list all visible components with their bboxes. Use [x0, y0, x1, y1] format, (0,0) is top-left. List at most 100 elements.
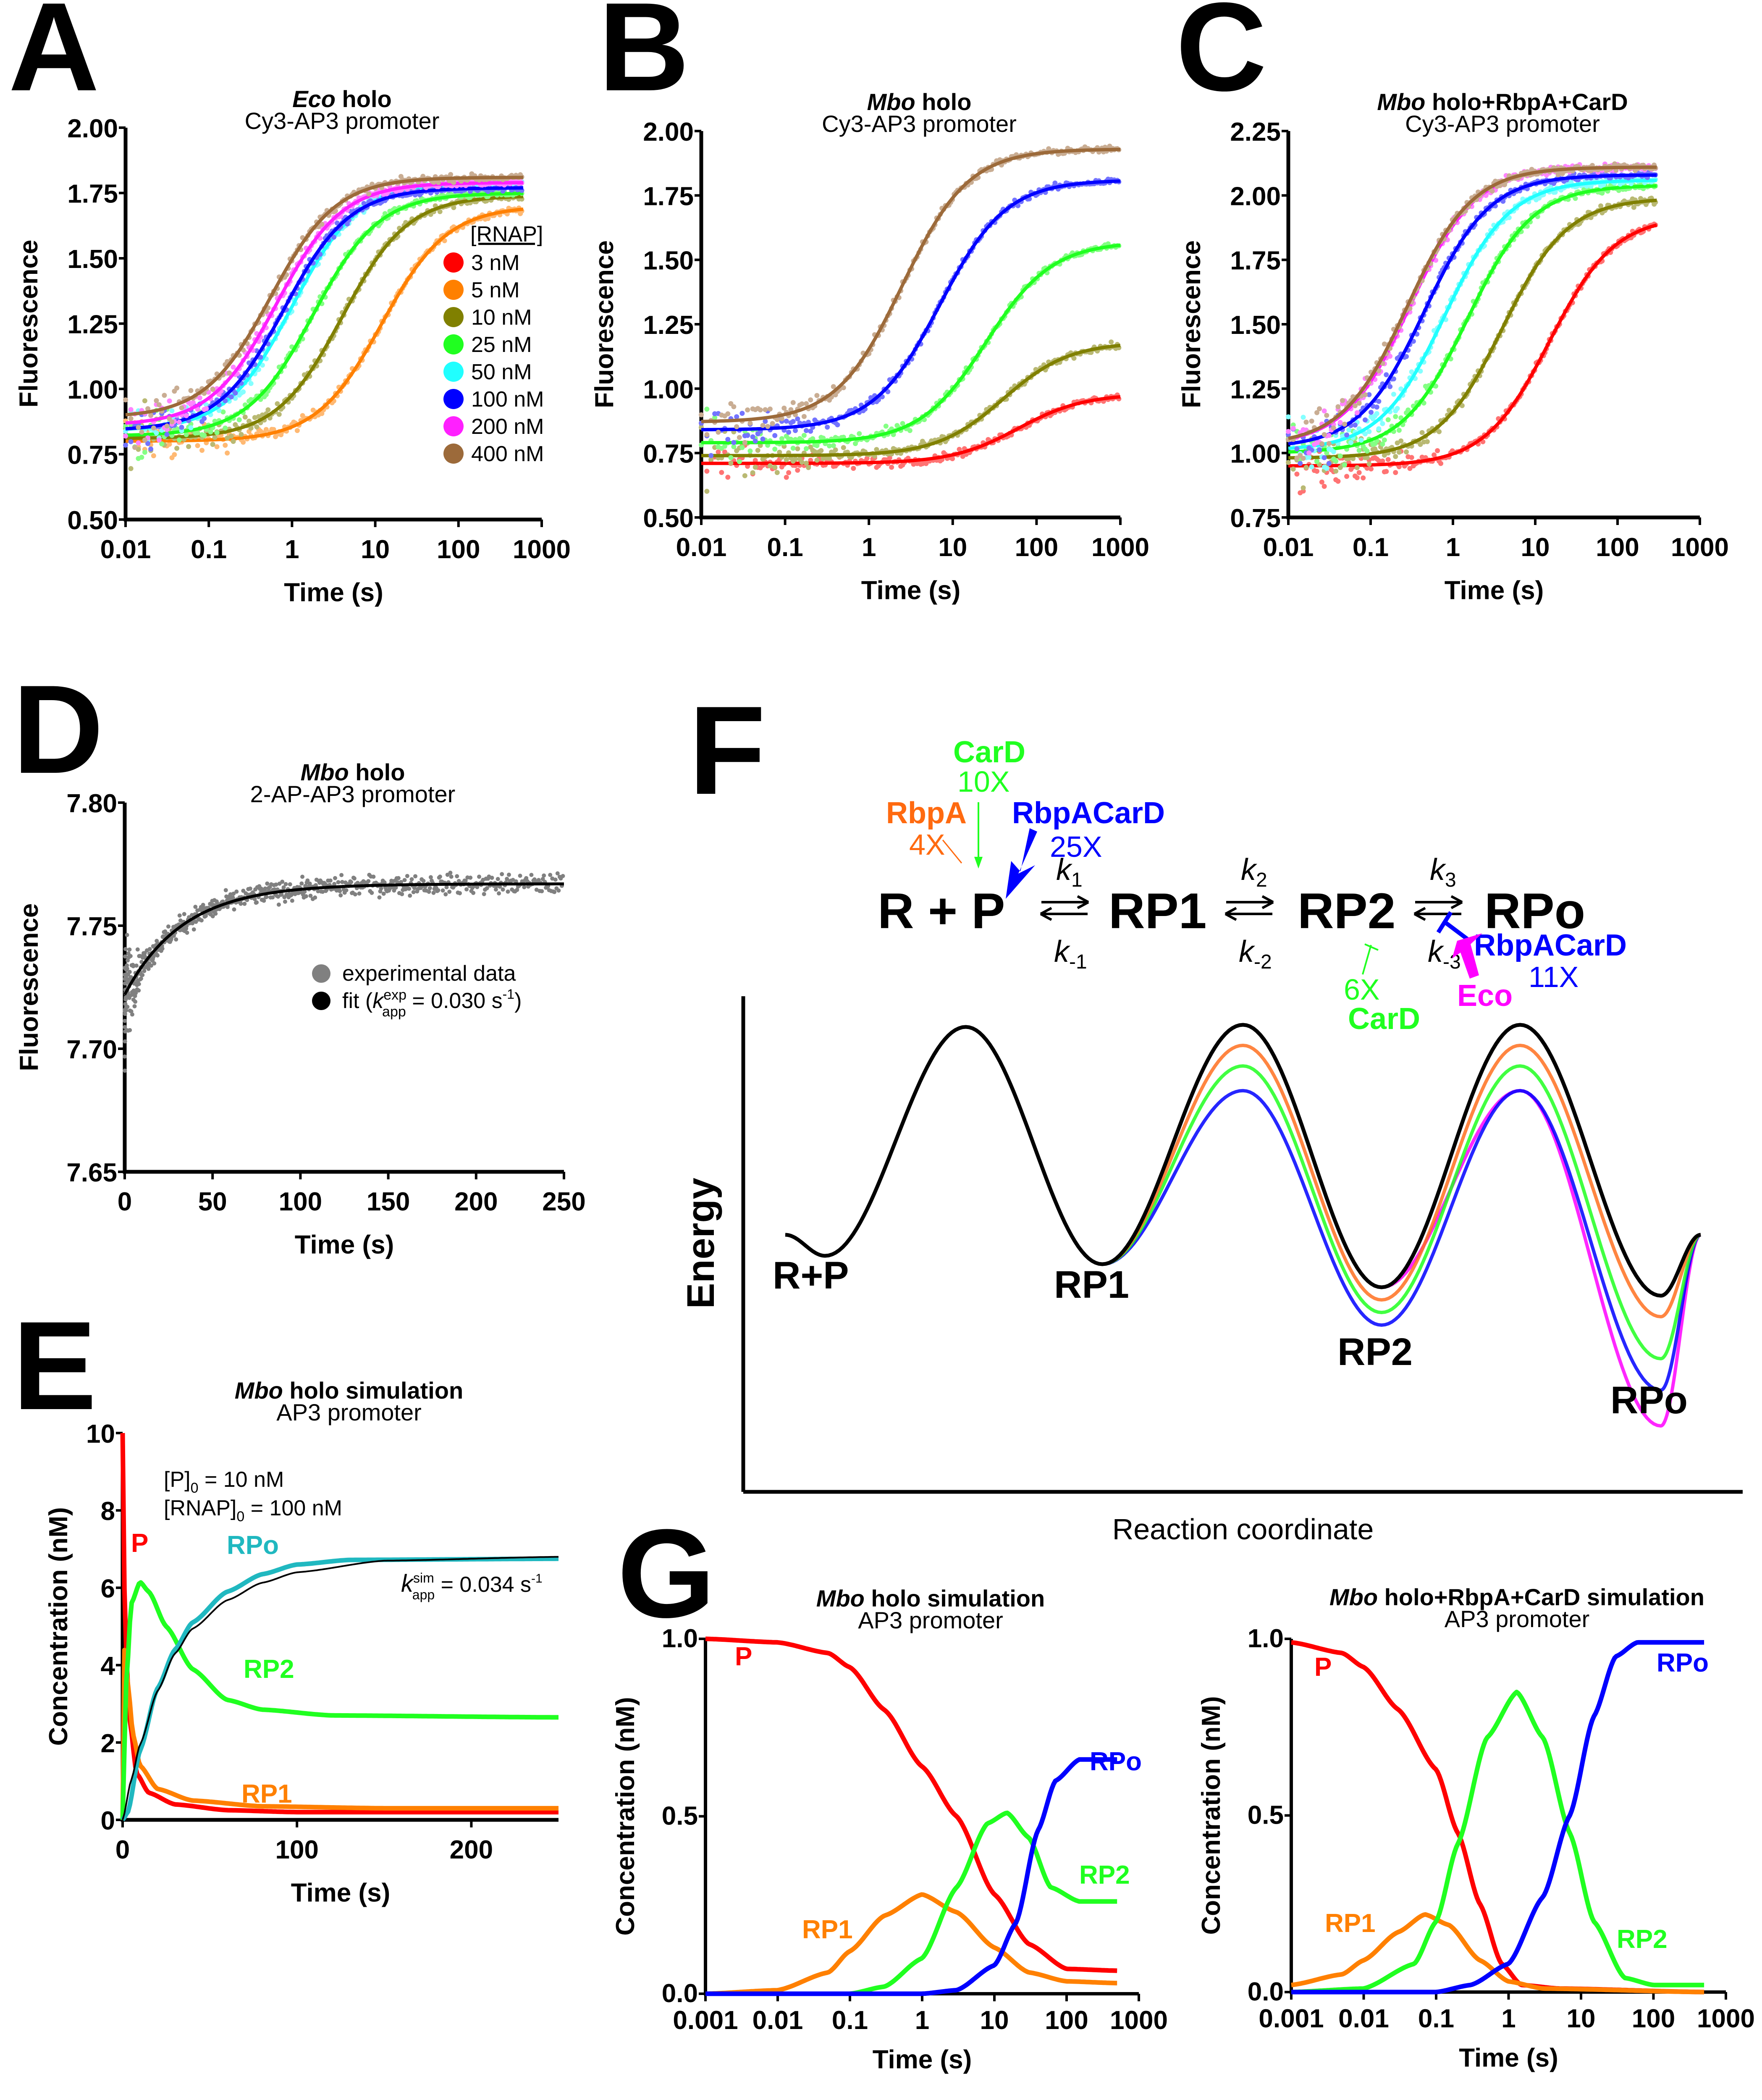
- y-tick-label: 7.65: [66, 1158, 117, 1187]
- data-point: [1306, 454, 1312, 460]
- x-tick-label: 1: [1446, 533, 1460, 562]
- data-point: [1384, 469, 1389, 474]
- series-100nm: [699, 176, 1122, 458]
- data-point: [1435, 448, 1440, 454]
- y-tick-label: 0.50: [67, 506, 118, 535]
- data-point: [128, 1028, 132, 1032]
- data-point: [276, 412, 282, 417]
- data-point: [1424, 439, 1430, 444]
- data-point: [300, 874, 305, 879]
- x-tick-label: 10: [938, 533, 967, 562]
- data-point: [123, 954, 128, 959]
- data-point: [167, 398, 172, 404]
- data-point: [123, 1012, 127, 1016]
- data-point: [831, 443, 836, 448]
- data-point: [202, 416, 207, 421]
- data-point: [1356, 448, 1362, 453]
- data-point: [1286, 414, 1291, 420]
- y-tick-label: 1.00: [1230, 440, 1281, 469]
- y-axis-label: Fluorescence: [15, 903, 44, 1071]
- data-point: [1319, 441, 1324, 446]
- data-point: [485, 216, 491, 221]
- legend-marker: [443, 362, 464, 382]
- data-point: [147, 947, 152, 951]
- data-point: [349, 880, 354, 885]
- series-3nm: [699, 392, 1122, 480]
- data-point: [737, 435, 742, 440]
- data-point: [747, 448, 753, 454]
- data-point: [213, 911, 218, 916]
- data-point: [145, 406, 151, 412]
- data-point: [1374, 411, 1379, 416]
- data-point: [772, 465, 778, 470]
- data-point: [199, 448, 205, 453]
- data-point: [814, 393, 820, 398]
- data-point: [140, 973, 145, 977]
- series-100nm: [123, 183, 524, 452]
- data-point: [331, 234, 336, 240]
- data-point: [128, 954, 133, 958]
- data-point: [225, 450, 230, 456]
- data-point: [336, 880, 341, 885]
- data-point: [739, 411, 745, 416]
- legend-marker: [443, 280, 464, 300]
- data-point: [455, 874, 459, 879]
- data-point: [125, 966, 129, 971]
- data-point: [1286, 460, 1291, 465]
- data-point: [784, 475, 789, 480]
- data-point: [1333, 459, 1339, 464]
- x-tick-label: 100: [1015, 533, 1058, 562]
- data-point: [263, 427, 269, 432]
- data-point: [225, 435, 230, 441]
- data-point: [814, 443, 820, 448]
- data-point: [142, 437, 147, 443]
- x-axis-label: Time (s): [861, 576, 961, 605]
- series-10nm: [699, 339, 1122, 494]
- data-point: [123, 397, 128, 403]
- data-point: [304, 894, 308, 898]
- data-point: [1380, 458, 1385, 464]
- data-point: [1354, 410, 1360, 415]
- data-point: [753, 438, 758, 444]
- chart-subtitle: Cy3-AP3 promoter: [1405, 110, 1600, 137]
- data-point: [197, 395, 202, 401]
- data-point: [136, 982, 141, 986]
- data-point: [804, 428, 809, 433]
- data-point: [228, 433, 234, 439]
- data-point: [167, 441, 172, 447]
- data-point: [239, 901, 243, 906]
- data-point: [772, 433, 778, 438]
- data-point: [226, 370, 232, 376]
- data-point: [1361, 475, 1366, 480]
- data-point: [174, 446, 180, 451]
- data-point: [753, 458, 758, 463]
- data-point: [142, 398, 147, 404]
- data-point: [1294, 471, 1300, 477]
- data-point: [223, 888, 228, 892]
- data-point: [338, 889, 342, 893]
- data-point: [825, 424, 830, 430]
- data-point: [155, 953, 160, 958]
- panel-letter-a: A: [8, 0, 100, 117]
- chart-title: Mbo holo: [867, 89, 972, 115]
- data-point: [779, 416, 784, 421]
- data-point: [1317, 447, 1322, 453]
- data-point: [371, 874, 376, 879]
- data-point: [1344, 474, 1350, 479]
- chart-title-bold: holo+RbpA+CarD: [1425, 89, 1628, 115]
- data-point: [1362, 417, 1368, 423]
- data-point: [1342, 462, 1347, 468]
- x-tick-label: 100: [1596, 533, 1639, 562]
- data-point: [841, 445, 846, 450]
- data-point: [833, 447, 838, 453]
- data-point: [804, 446, 809, 452]
- data-point: [1322, 408, 1327, 414]
- series-25nm: [699, 241, 1122, 465]
- data-point: [135, 947, 140, 952]
- chart-subtitle: 2-AP-AP3 promoter: [250, 781, 456, 807]
- y-tick-label: 1.50: [643, 247, 694, 276]
- data-point: [191, 927, 196, 932]
- data-point: [223, 425, 228, 431]
- data-point: [704, 407, 710, 412]
